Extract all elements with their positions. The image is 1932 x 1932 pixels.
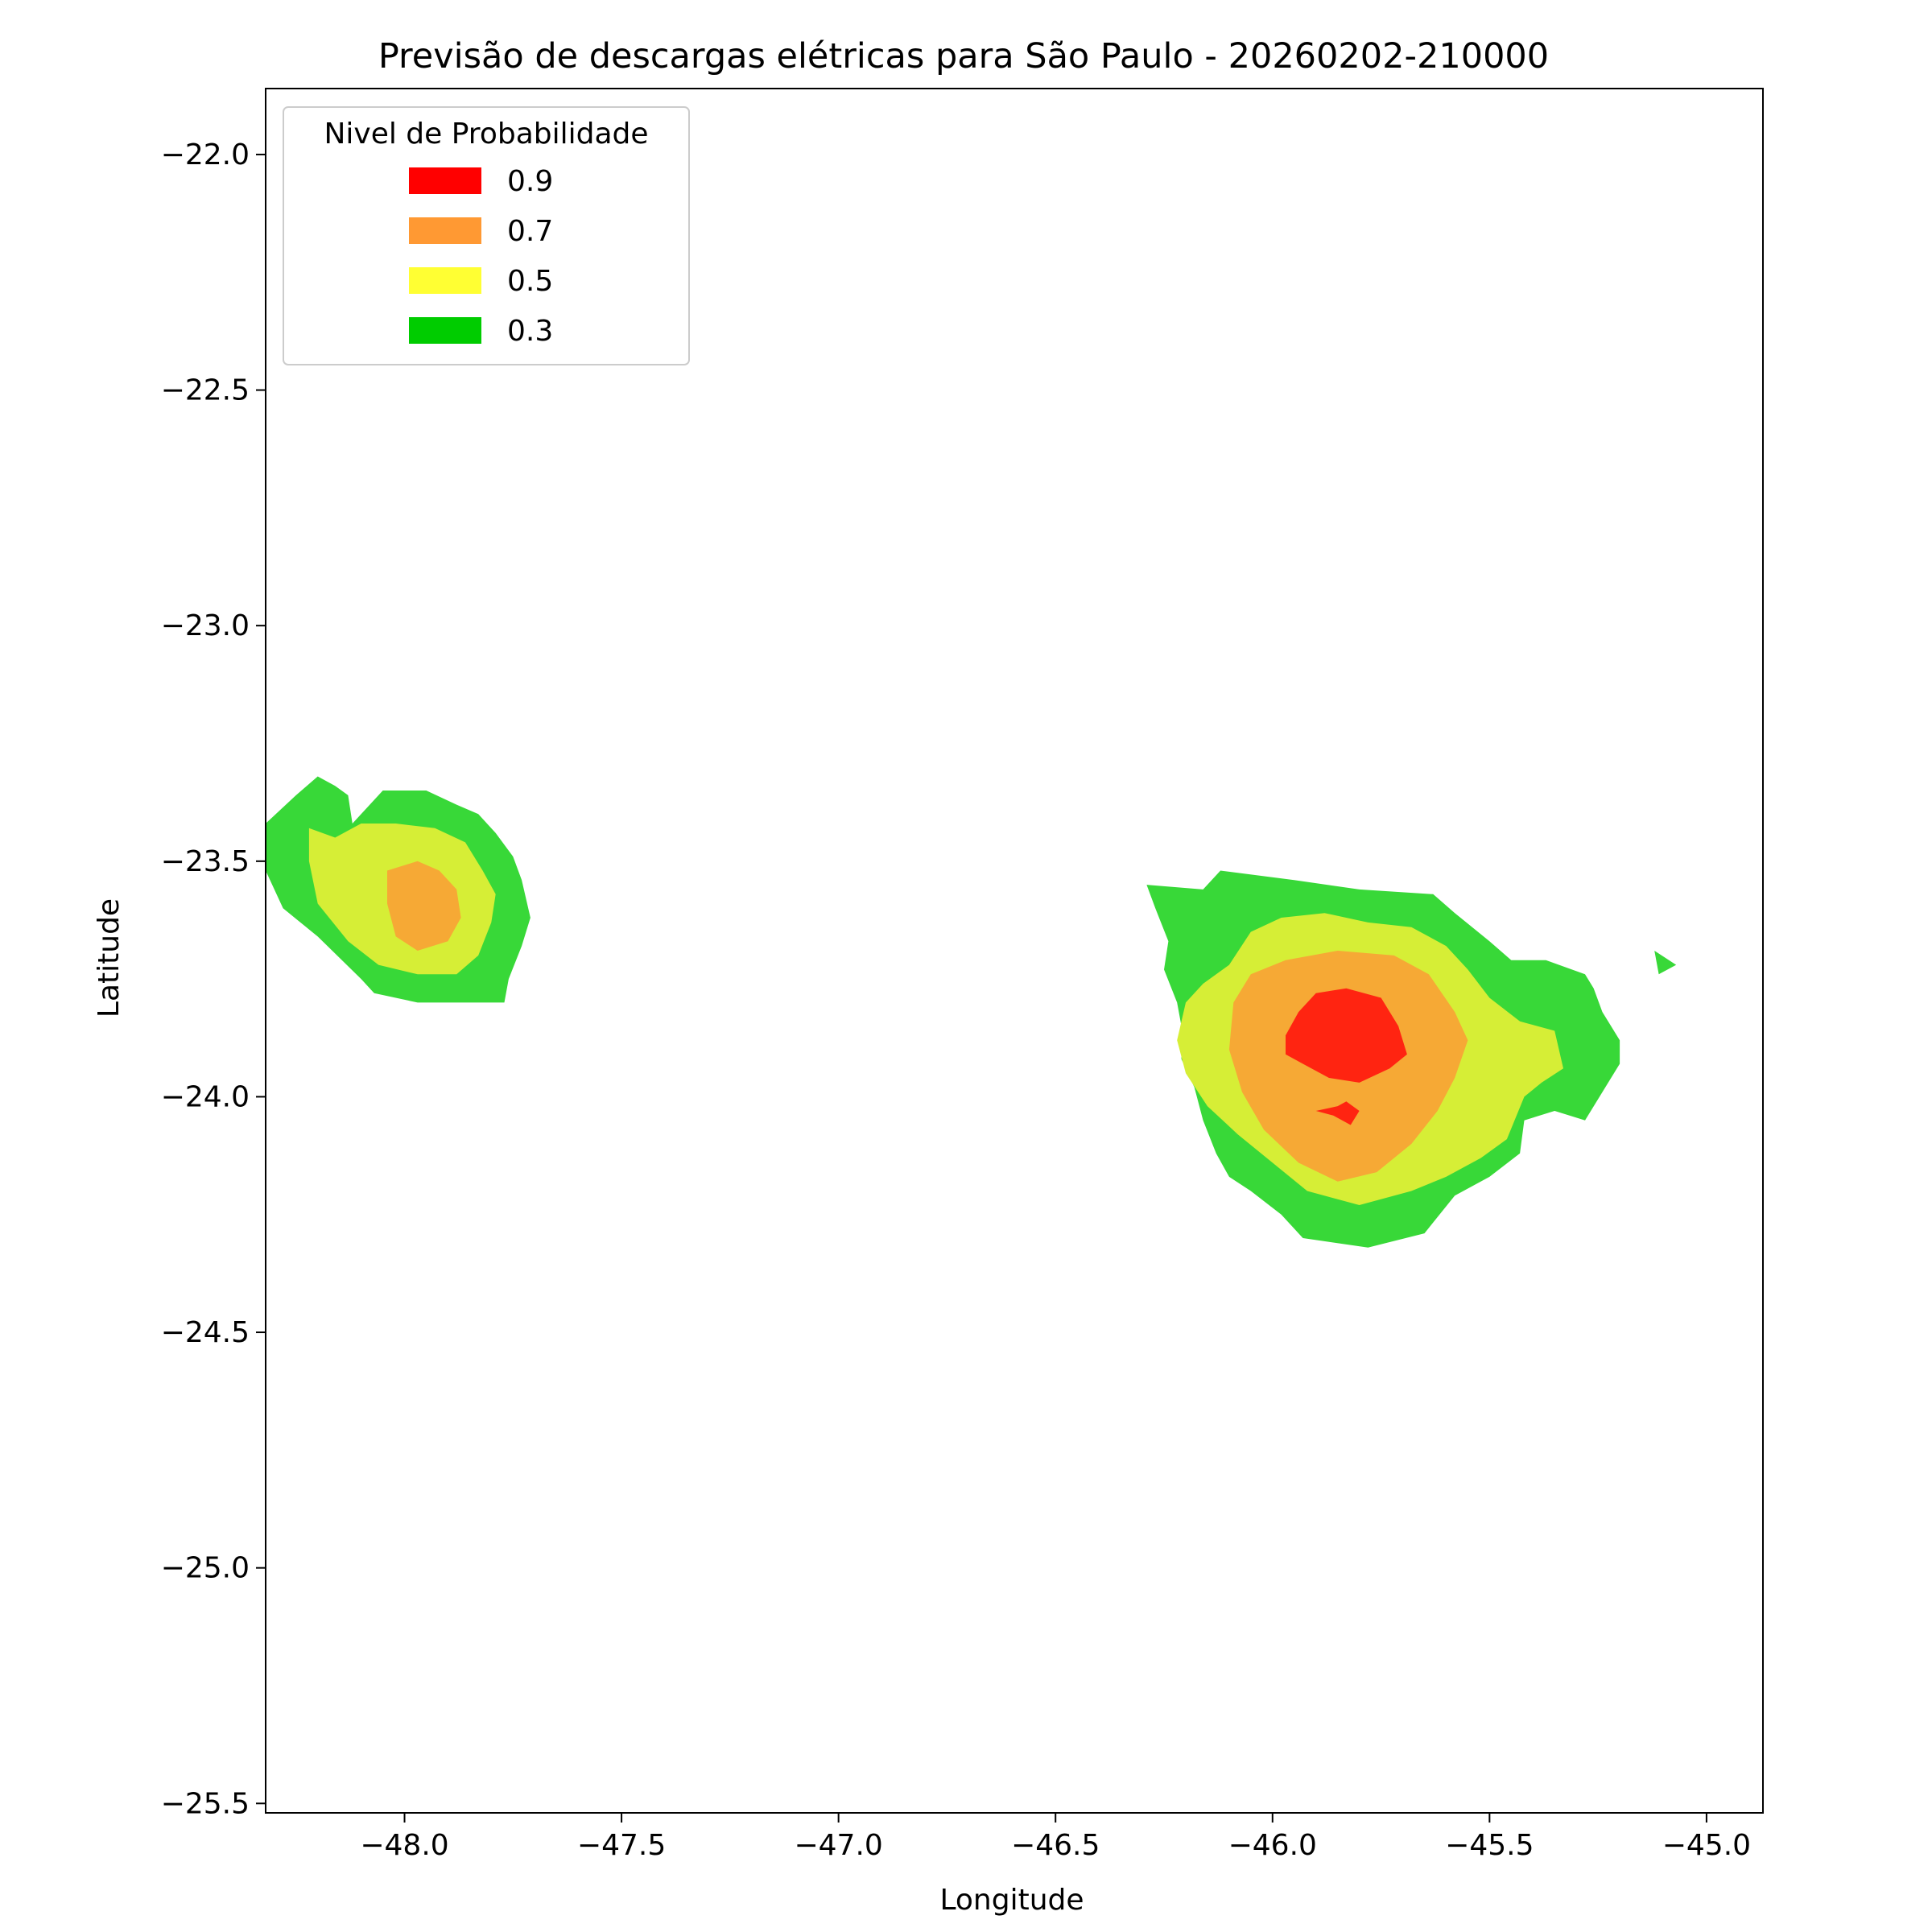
contour-region-09-7 <box>1286 988 1407 1083</box>
x-tick-label: −45.0 <box>1662 1829 1751 1862</box>
contour-region-03-2 <box>1654 951 1677 975</box>
legend: Nivel de Probabilidade 0.9 0.7 0.5 0.3 <box>283 106 690 365</box>
contour-region-09-8 <box>1315 1101 1360 1125</box>
y-axis-label: Latitude <box>93 898 126 1018</box>
legend-swatch-05 <box>409 267 481 294</box>
x-tick-label: −47.0 <box>794 1829 882 1862</box>
y-axis: −22.0 −22.5 −23.0 −23.5 −24.0 −24.5 −25.0 −25.5 <box>161 138 266 1820</box>
y-tick-label: −24.5 <box>161 1316 250 1349</box>
y-tick-label: −23.5 <box>161 845 250 878</box>
plot-area <box>265 88 1764 1814</box>
x-tick-label: −47.5 <box>577 1829 666 1862</box>
x-tick-label: −46.0 <box>1228 1829 1317 1862</box>
legend-label-09: 0.9 <box>507 165 553 198</box>
y-tick-label: −24.0 <box>161 1080 250 1113</box>
contour-regions <box>266 776 1677 1248</box>
x-axis-label: Longitude <box>939 1884 1084 1917</box>
legend-swatch-09 <box>409 167 481 194</box>
x-tick-label: −45.5 <box>1445 1829 1534 1862</box>
legend-label-07: 0.7 <box>507 215 553 248</box>
legend-label-03: 0.3 <box>507 315 553 348</box>
legend-box <box>283 106 690 365</box>
x-tick-label: −48.0 <box>360 1829 448 1862</box>
y-tick-label: −25.5 <box>161 1787 250 1820</box>
y-tick-label: −22.5 <box>161 374 250 407</box>
contour-region-07-5 <box>387 861 461 951</box>
y-tick-label: −25.0 <box>161 1552 250 1585</box>
plot-frame <box>265 88 1764 1814</box>
y-tick-label: −23.0 <box>161 609 250 642</box>
x-tick-label: −46.5 <box>1011 1829 1100 1862</box>
legend-title: Nivel de Probabilidade <box>324 118 648 151</box>
x-axis: −48.0 −47.5 −47.0 −46.5 −46.0 −45.5 −45.0 <box>360 1813 1751 1862</box>
y-tick-label: −22.0 <box>161 138 250 171</box>
chart-title: Previsão de descargas elétricas para São… <box>378 36 1549 76</box>
legend-swatch-03 <box>409 317 481 344</box>
legend-label-05: 0.5 <box>507 265 553 298</box>
legend-swatch-07 <box>409 217 481 244</box>
legend-entries: 0.9 0.7 0.5 0.3 <box>409 165 553 348</box>
